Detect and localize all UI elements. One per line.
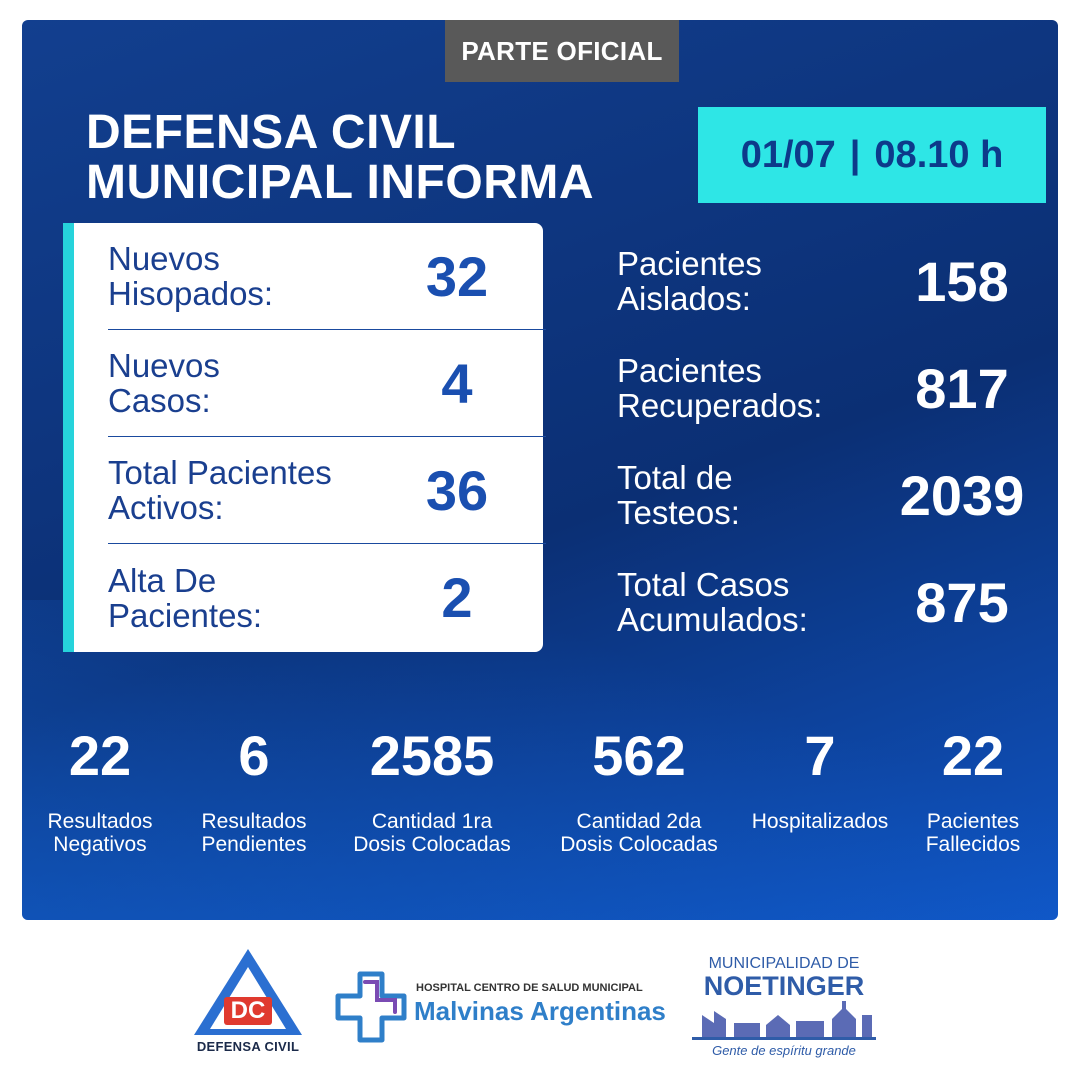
bottom-stat: 7 Hospitalizados	[730, 724, 910, 834]
bottom-stat-value: 7	[804, 724, 836, 787]
defensa-civil-text: DEFENSA CIVIL	[196, 1039, 300, 1054]
bottom-label-line: Hospitalizados	[751, 810, 889, 833]
bottom-label-line: Dosis Colocadas	[560, 833, 718, 856]
stat-item: Total de Testeos: 2039	[617, 460, 1037, 540]
bottom-stat: 22 Pacientes Fallecidos	[883, 724, 1058, 857]
bottom-stat: 562 Cantidad 2da Dosis Colocadas	[549, 724, 729, 857]
card-row-label: Nuevos Hisopados:	[108, 241, 388, 311]
bottom-stat: 22 Resultados Negativos	[22, 724, 190, 857]
official-tab: PARTE OFICIAL	[445, 20, 679, 82]
stat-value: 875	[915, 571, 1009, 634]
municipalidad-logo: MUNICIPALIDAD DE NOETINGER Gente de espí…	[692, 955, 876, 1065]
hospital-name: Malvinas Argentinas	[414, 996, 666, 1026]
card-row-label: Total Pacientes Activos:	[108, 455, 388, 525]
stat-label: Pacientes Aislados:	[617, 246, 762, 316]
bottom-stat-value: 6	[238, 724, 270, 787]
card-row-label: Alta De Pacientes:	[108, 563, 388, 633]
bottom-stat-label: Cantidad 1ra Dosis Colocadas	[342, 810, 522, 856]
hospital-subtitle: HOSPITAL CENTRO DE SALUD MUNICIPAL	[416, 982, 643, 994]
card-label-line: Nuevos	[108, 347, 220, 384]
stat-label-line: Acumulados:	[617, 601, 808, 638]
date-time-box: 01/07 | 08.10 h	[698, 107, 1046, 203]
report-time: 08.10 h	[874, 133, 1004, 176]
bottom-label-line: Negativos	[53, 833, 147, 856]
municipalidad-top: MUNICIPALIDAD DE	[708, 955, 860, 972]
stat-value: 817	[915, 357, 1009, 420]
bottom-label-line: Resultados	[201, 810, 307, 833]
hospital-logo: HOSPITAL CENTRO DE SALUD MUNICIPAL Malvi…	[332, 968, 672, 1048]
page-title: DEFENSA CIVIL MUNICIPAL INFORMA	[86, 108, 594, 208]
bottom-label-line: Cantidad 2da	[576, 810, 702, 833]
stat-value: 158	[915, 250, 1009, 313]
stat-label: Pacientes Recuperados:	[617, 353, 822, 423]
stat-item: Pacientes Aislados: 158	[617, 246, 1037, 326]
report-date: 01/07	[740, 133, 836, 176]
stat-item: Total Casos Acumulados: 875	[617, 567, 1037, 647]
stat-label-line: Total Casos	[617, 566, 790, 603]
bottom-stat-value: 562	[592, 724, 686, 787]
card-row-value: 2	[441, 566, 473, 629]
bottom-stat-value: 2585	[369, 724, 495, 787]
card-row: Alta De Pacientes: 2	[108, 544, 546, 651]
card-label-line: Hisopados:	[108, 275, 274, 312]
card-row-value: 4	[441, 351, 473, 415]
card-row-value: 32	[425, 244, 489, 308]
dc-initials: DC	[230, 997, 266, 1024]
bottom-label-line: Pendientes	[201, 833, 307, 856]
card-row: Nuevos Hisopados: 32	[108, 223, 546, 330]
bottom-stat: 2585 Cantidad 1ra Dosis Colocadas	[342, 724, 522, 857]
bottom-stat-label: Resultados Pendientes	[164, 810, 344, 856]
stat-label: Total de Testeos:	[617, 460, 740, 530]
card-label-line: Nuevos	[108, 240, 220, 277]
bottom-label-line: Dosis Colocadas	[353, 833, 511, 856]
stat-label-line: Testeos:	[617, 494, 740, 531]
stat-label-line: Total de	[617, 459, 733, 496]
bottom-stat-value: 22	[68, 724, 132, 787]
stat-label: Total Casos Acumulados:	[617, 567, 808, 637]
bottom-stat-label: Pacientes Fallecidos	[883, 810, 1058, 856]
bottom-stat-label: Resultados Negativos	[22, 810, 190, 856]
card-label-line: Casos:	[108, 382, 211, 419]
stat-label-line: Pacientes	[617, 352, 762, 389]
card-row-value: 36	[425, 458, 489, 522]
bottom-label-line: Resultados	[47, 810, 153, 833]
bottom-stat-label: Hospitalizados	[730, 810, 910, 833]
title-line-1: DEFENSA CIVIL	[86, 106, 457, 159]
stat-label-line: Aislados:	[617, 280, 751, 317]
card-label-line: Total Pacientes	[108, 454, 332, 491]
stat-label-line: Pacientes	[617, 245, 762, 282]
date-separator: |	[849, 133, 861, 176]
municipalidad-name: NOETINGER	[703, 971, 865, 1001]
stat-value: 2039	[899, 464, 1025, 527]
report-panel: PARTE OFICIAL DEFENSA CIVIL MUNICIPAL IN…	[22, 20, 1058, 920]
stat-label-line: Recuperados:	[617, 387, 823, 424]
defensa-civil-logo: DC DEFENSA CIVIL	[188, 945, 308, 1060]
bottom-label-line: Cantidad 1ra	[371, 810, 493, 833]
bottom-stat-value: 22	[941, 724, 1005, 787]
official-tab-label: PARTE OFICIAL	[461, 35, 663, 66]
triangle-logo-icon	[194, 949, 302, 1035]
medical-cross-icon	[335, 971, 407, 1043]
card-row: Total Pacientes Activos: 36	[108, 437, 546, 544]
card-label-line: Activos:	[108, 489, 224, 526]
bottom-label-line: Fallecidos	[925, 833, 1021, 856]
bottom-stat-label: Cantidad 2da Dosis Colocadas	[549, 810, 729, 856]
card-row: Nuevos Casos: 4	[108, 330, 546, 437]
title-line-2: MUNICIPAL INFORMA	[86, 156, 595, 209]
bottom-label-line: Pacientes	[926, 810, 1020, 833]
daily-summary-card: Nuevos Hisopados: 32 Nuevos Casos: 4 Tot…	[63, 223, 546, 652]
municipalidad-slogan: Gente de espíritu grande	[712, 1043, 856, 1058]
stat-item: Pacientes Recuperados: 817	[617, 353, 1037, 433]
card-label-line: Pacientes:	[108, 596, 263, 634]
card-row-label: Nuevos Casos:	[108, 348, 388, 418]
town-skyline-icon	[692, 1001, 876, 1040]
card-label-line: Alta De	[108, 561, 217, 599]
bottom-stat: 6 Resultados Pendientes	[164, 724, 344, 857]
